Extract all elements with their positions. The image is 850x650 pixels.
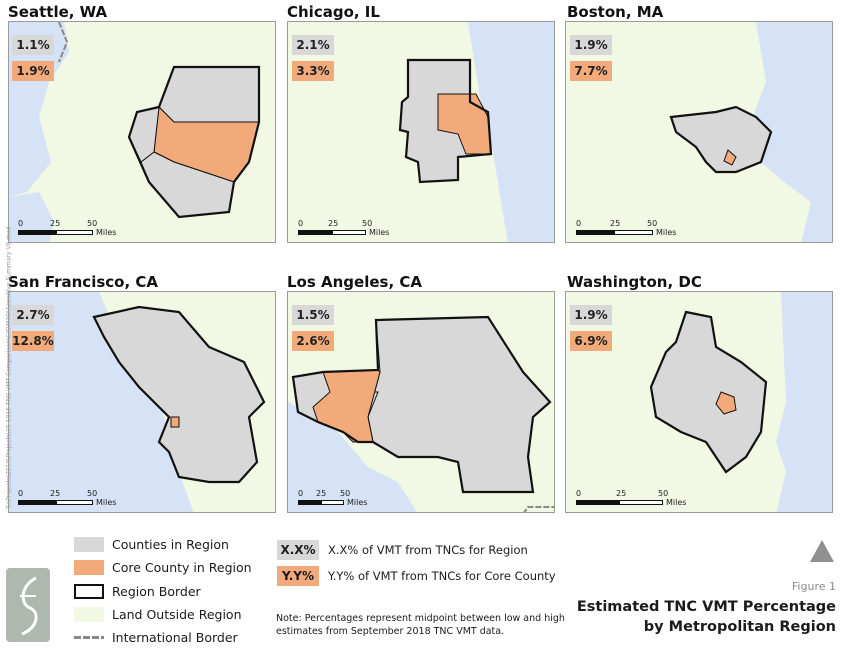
map-seattle-svg (9, 22, 275, 242)
map-sanfrancisco (8, 291, 276, 513)
footnote: Note: Percentages represent midpoint bet… (276, 613, 565, 637)
scale-bar (18, 500, 93, 505)
organization-logo (6, 568, 50, 642)
legend-intl: International Border (74, 629, 238, 645)
scale-label-50: 50 (362, 219, 373, 228)
washington-region-pct: 1.9% (570, 305, 612, 325)
scale-unit: Miles (666, 498, 687, 507)
scale-unit: Miles (347, 498, 368, 507)
figure-label: Figure 1 (791, 580, 836, 593)
scale-label-50: 50 (87, 489, 98, 498)
key-region-text: X.X% of VMT from TNCs for Region (328, 543, 528, 557)
counties-swatch (74, 536, 104, 552)
chicago-region-pct: 2.1% (292, 35, 334, 55)
north-arrow-icon (810, 540, 834, 562)
map-boston-svg (566, 22, 832, 242)
figure-title: Estimated TNC VMT Percentage by Metropol… (577, 597, 836, 637)
scale-bar (18, 230, 93, 235)
map-boston (565, 21, 833, 243)
map-washington (565, 291, 833, 513)
logo-mark-icon (20, 576, 38, 636)
seattle-core-pct: 1.9% (12, 61, 54, 81)
legend-land: Land Outside Region (74, 606, 242, 622)
scale-label-50: 50 (340, 489, 351, 498)
scale-label-25: 25 (610, 219, 621, 228)
losangeles-region-pct: 1.5% (292, 305, 334, 325)
panel-title-losangeles: Los Angeles, CA (287, 273, 422, 291)
legend-core-label: Core County in Region (112, 559, 252, 575)
scale-bar (298, 500, 344, 505)
scale-label-0: 0 (576, 219, 582, 228)
figure-title-line1: Estimated TNC VMT Percentage (576, 599, 836, 615)
legend-intl-label: International Border (112, 629, 238, 645)
scale-label-50: 50 (647, 219, 658, 228)
boston-core-pct: 7.7% (570, 61, 612, 81)
panel-title-chicago: Chicago, IL (287, 3, 380, 21)
land-swatch (74, 606, 104, 622)
scale-label-25: 25 (50, 489, 61, 498)
seattle-region-pct: 1.1% (12, 35, 54, 55)
losangeles-core-pct: 2.6% (292, 331, 334, 351)
map-losangeles (287, 291, 555, 513)
key-core-box: Y.Y% (277, 566, 319, 586)
panel-title-washington: Washington, DC (567, 273, 702, 291)
scale-label-0: 0 (298, 489, 304, 498)
map-washington-svg (566, 292, 832, 512)
panel-title-sanfrancisco: San Francisco, CA (8, 273, 159, 291)
key-region-box: X.X% (277, 540, 319, 560)
figure-title-line2: by Metropolitan Region (643, 619, 836, 635)
washington-core-pct: 6.9% (570, 331, 612, 351)
map-sanfrancisco-svg (9, 292, 275, 512)
scale-unit: Miles (369, 228, 390, 237)
scale-unit: Miles (96, 498, 117, 507)
scale-unit: Miles (656, 228, 677, 237)
boston-region-pct: 1.9% (570, 35, 612, 55)
scale-bar (576, 230, 653, 235)
legend-core: Core County in Region (74, 559, 252, 575)
map-chicago-svg (288, 22, 554, 242)
scale-unit: Miles (96, 228, 117, 237)
legend-border: Region Border (74, 583, 201, 599)
scale-label-50: 50 (658, 489, 669, 498)
legend-land-label: Land Outside Region (112, 606, 242, 622)
scale-label-25: 25 (50, 219, 61, 228)
scale-bar (576, 500, 663, 505)
legend-border-label: Region Border (112, 583, 201, 599)
border-swatch (74, 583, 104, 599)
legend-counties-label: Counties in Region (112, 536, 229, 552)
scale-label-0: 0 (18, 219, 24, 228)
sanfrancisco-core-pct: 12.8% (12, 331, 54, 351)
scale-label-25: 25 (616, 489, 627, 498)
key-core-text: Y.Y% of VMT from TNCs for Core County (328, 569, 556, 583)
sanfrancisco-region-pct: 2.7% (12, 305, 54, 325)
scale-bar (298, 230, 366, 235)
scale-label-25: 25 (328, 219, 339, 228)
scale-label-0: 0 (18, 489, 24, 498)
intl-swatch (74, 635, 104, 639)
scale-label-50: 50 (87, 219, 98, 228)
map-seattle (8, 21, 276, 243)
map-chicago (287, 21, 555, 243)
chicago-core-pct: 3.3% (292, 61, 334, 81)
file-path-text: S:\Projects\2019\Projects\19-1016 TNC VM… (5, 226, 13, 509)
panel-title-seattle: Seattle, WA (8, 3, 108, 21)
core-swatch (74, 559, 104, 575)
map-losangeles-svg (288, 292, 554, 512)
legend-counties: Counties in Region (74, 536, 229, 552)
scale-label-0: 0 (298, 219, 304, 228)
panel-title-boston: Boston, MA (567, 3, 664, 21)
scale-label-25: 25 (316, 489, 327, 498)
scale-label-0: 0 (576, 489, 582, 498)
